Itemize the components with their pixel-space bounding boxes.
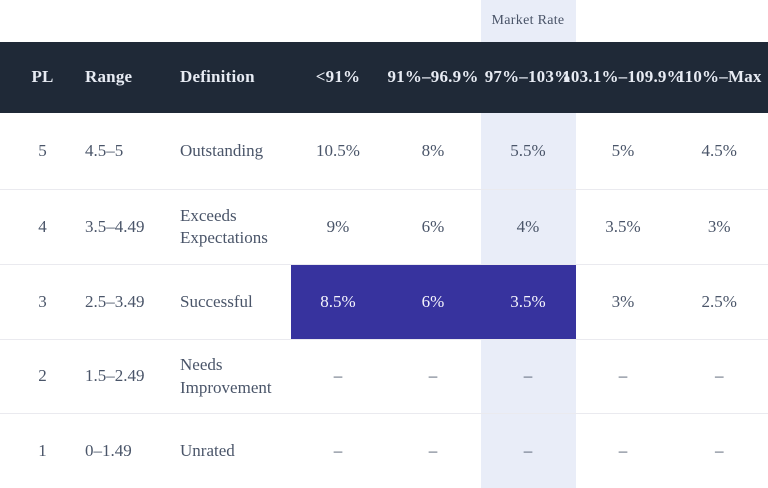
value-cell[interactable]: 3% [707, 216, 731, 236]
header-compa-band-1: <91% [315, 67, 361, 87]
value-cell[interactable]: 8% [421, 140, 445, 160]
pl-cell: 2 [38, 366, 47, 386]
definition-cell: Exceeds Expectations [180, 205, 268, 247]
value-cell[interactable]: 9% [326, 216, 350, 236]
value-cell[interactable]: 3% [611, 291, 635, 311]
pl-cell: 4 [38, 216, 47, 236]
value-cell[interactable]: – [333, 441, 343, 461]
table-header-row: PL Range Definition <91% 91%–96.9% 97%–1… [0, 42, 768, 113]
value-cell[interactable]: 2.5% [701, 291, 737, 311]
value-cell[interactable]: – [618, 366, 628, 386]
definition-cell: Unrated [180, 441, 235, 461]
value-cell[interactable]: 5% [611, 140, 635, 160]
header-compa-band-3: 97%–103% [484, 67, 572, 87]
pl-cell: 5 [38, 140, 47, 160]
table-row-selected: 3 2.5–3.49 Successful 8.5% 6% 3.5% 3% 2.… [0, 265, 768, 340]
pl-cell: 3 [38, 291, 47, 311]
header-definition: Definition [180, 67, 255, 87]
value-cell[interactable]: 4.5% [701, 140, 737, 160]
value-cell[interactable]: – [715, 366, 724, 386]
value-cell[interactable]: 10.5% [316, 140, 360, 160]
value-cell[interactable]: 3.5% [605, 216, 641, 236]
header-pl: PL [31, 67, 54, 87]
table-row: 4 3.5–4.49 Exceeds Expectations 9% 6% 4%… [0, 190, 768, 265]
range-cell: 4.5–5 [85, 140, 124, 160]
definition-cell: Successful [180, 291, 253, 311]
value-cell[interactable]: – [715, 441, 724, 461]
header-range: Range [85, 67, 133, 87]
range-cell: 3.5–4.49 [85, 216, 145, 236]
table-row: 5 4.5–5 Outstanding 10.5% 8% 5.5% 5% 4.5… [0, 113, 768, 190]
range-cell: 1.5–2.49 [85, 366, 145, 386]
definition-cell: Outstanding [180, 140, 264, 160]
label-band: Market Rate [0, 0, 768, 42]
header-compa-band-2: 91%–96.9% [387, 67, 479, 87]
value-cell[interactable]: – [333, 366, 343, 386]
value-cell-selected[interactable]: 3.5% [480, 265, 576, 339]
header-compa-band-4: 103.1%–109.9% [562, 67, 684, 87]
value-cell[interactable]: – [428, 441, 438, 461]
value-cell[interactable]: 6% [421, 216, 445, 236]
value-cell[interactable]: 5.5% [510, 140, 546, 160]
value-cell-selected[interactable]: 8.5% [290, 265, 386, 339]
value-cell[interactable]: – [618, 441, 628, 461]
value-cell[interactable]: 4% [516, 216, 540, 236]
table-row: 2 1.5–2.49 Needs Improvement – – – – – [0, 340, 768, 414]
value-cell[interactable]: – [523, 441, 533, 461]
market-rate-label: Market Rate [491, 13, 565, 28]
header-compa-band-5: 110%–Max [676, 67, 762, 87]
range-cell: 0–1.49 [85, 441, 132, 461]
value-cell[interactable]: – [428, 366, 438, 386]
pl-cell: 1 [38, 441, 47, 461]
value-cell[interactable]: – [523, 366, 533, 386]
table-row: 1 0–1.49 Unrated – – – – – [0, 414, 768, 488]
definition-cell: Needs Improvement [180, 355, 272, 397]
value-cell-selected[interactable]: 6% [385, 265, 481, 339]
range-cell: 2.5–3.49 [85, 291, 145, 311]
